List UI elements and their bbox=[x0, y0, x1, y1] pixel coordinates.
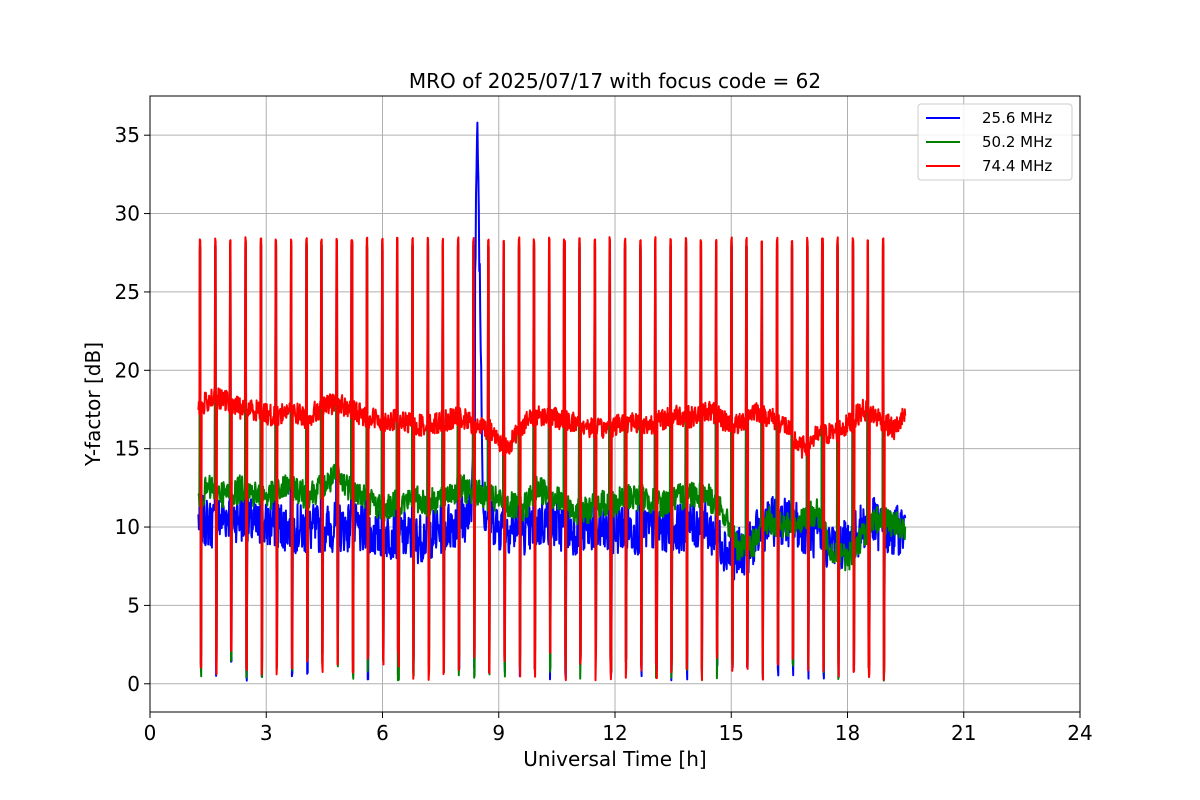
x-tick-label: 6 bbox=[376, 721, 389, 745]
x-tick-label: 3 bbox=[260, 721, 273, 745]
x-tick-label: 18 bbox=[835, 721, 860, 745]
y-tick-label: 5 bbox=[127, 593, 140, 617]
series-layer bbox=[197, 121, 907, 682]
series-line-74-4-MHz bbox=[197, 236, 907, 682]
legend-box bbox=[917, 103, 1073, 181]
series-line-25-6-MHz bbox=[197, 121, 907, 682]
legend: 25.6 MHz 50.2 MHz 74.4 MHz bbox=[917, 103, 1073, 181]
legend-label: 25.6 MHz bbox=[982, 109, 1052, 127]
y-tick-label: 0 bbox=[127, 672, 140, 696]
chart-title: MRO of 2025/07/17 with focus code = 62 bbox=[409, 69, 821, 93]
y-tick-label: 15 bbox=[115, 437, 140, 461]
x-tick-label: 24 bbox=[1067, 721, 1092, 745]
x-tick-label: 0 bbox=[144, 721, 157, 745]
x-tick-label: 12 bbox=[602, 721, 627, 745]
x-tick-label: 21 bbox=[951, 721, 976, 745]
x-axis-label: Universal Time [h] bbox=[523, 747, 706, 771]
x-tick-label: 15 bbox=[719, 721, 744, 745]
y-tick-label: 30 bbox=[115, 202, 140, 226]
y-tick-label: 25 bbox=[115, 280, 140, 304]
y-tick-label: 10 bbox=[115, 515, 140, 539]
legend-label: 74.4 MHz bbox=[982, 157, 1052, 175]
x-tick-label: 9 bbox=[492, 721, 505, 745]
series-line-50-2-MHz bbox=[197, 240, 907, 682]
ticks: 0 3 6 9 12 15 18 21 24 0 5 10 15 20 25 30 35 bbox=[115, 123, 1093, 745]
y-tick-label: 20 bbox=[115, 358, 140, 382]
y-axis-label: Y-factor [dB] bbox=[81, 342, 105, 467]
y-tick-label: 35 bbox=[115, 123, 140, 147]
legend-label: 50.2 MHz bbox=[982, 133, 1052, 151]
